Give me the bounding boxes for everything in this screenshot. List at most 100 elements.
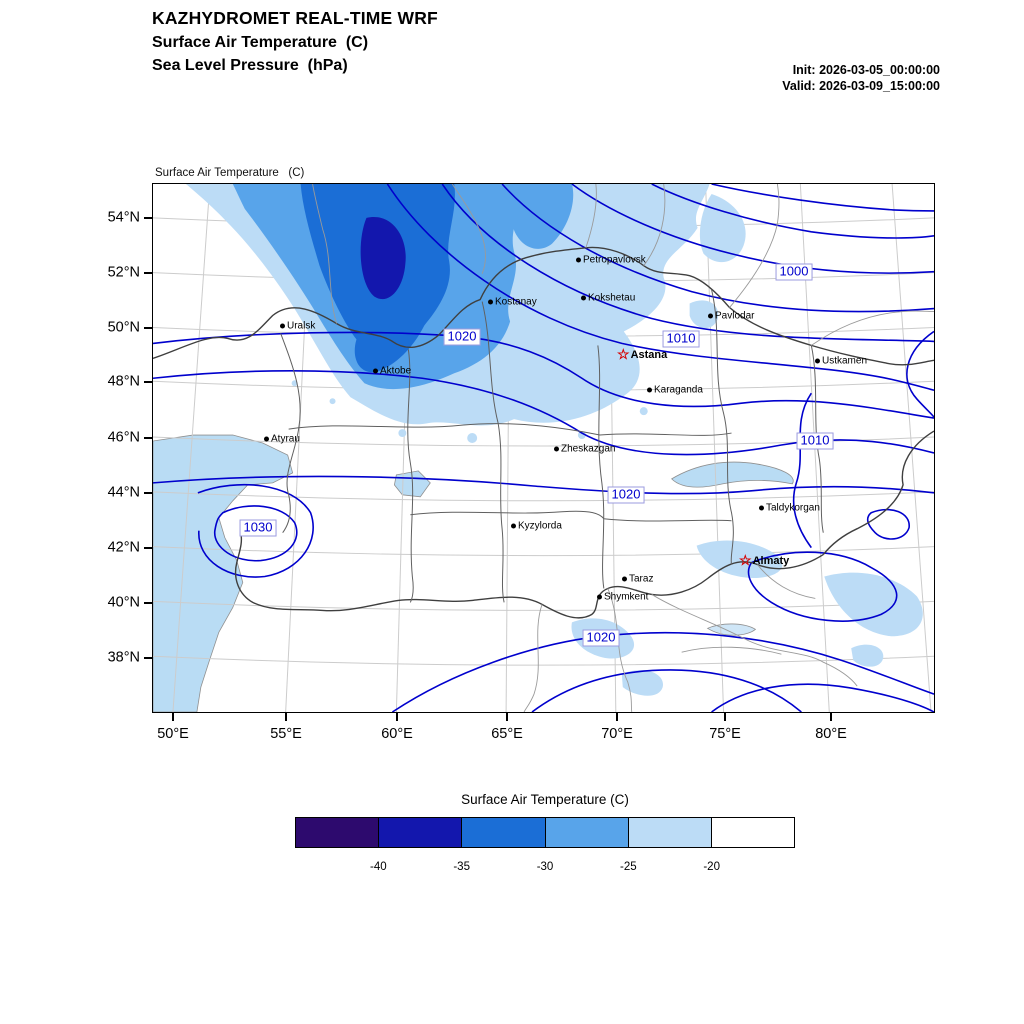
city-dot-icon: [647, 387, 652, 393]
city-label: Karaganda: [654, 384, 703, 396]
pressure-contour-label: 1010: [662, 330, 700, 348]
lat-tick-label: 46°N: [107, 429, 140, 446]
map-canvas: [153, 184, 934, 712]
lat-tick-mark: [144, 327, 152, 329]
lat-tick-label: 48°N: [107, 373, 140, 390]
city-label: Astana: [630, 349, 668, 361]
run-info: Init: 2026-03-05_00:00:00 Valid: 2026-03…: [782, 62, 940, 94]
lon-tick-mark: [506, 713, 508, 721]
city-dot-icon: [576, 257, 581, 263]
city-dot-icon: [759, 505, 764, 511]
lon-tick-mark: [396, 713, 398, 721]
lat-tick-mark: [144, 547, 152, 549]
colorbar-tick-label: -40: [370, 861, 387, 873]
city-marker-taldykorgan: Taldykorgan: [759, 503, 820, 514]
city-marker-taraz: Taraz: [622, 574, 653, 585]
lat-tick-label: 40°N: [107, 594, 140, 611]
city-marker-atyrau: Atyrau: [264, 434, 300, 445]
pressure-contour-label: 1000: [775, 263, 813, 281]
lat-tick-mark: [144, 381, 152, 383]
lon-tick-mark: [172, 713, 174, 721]
colorbar-segment-5: [628, 818, 712, 847]
lon-tick-mark: [724, 713, 726, 721]
city-label: Ustkamen: [822, 355, 868, 367]
city-dot-icon: [554, 446, 559, 452]
map-field-label-temperature: Surface Air Temperature (C): [155, 167, 305, 179]
lat-tick-label: 54°N: [107, 209, 140, 226]
colorbar-segment-6: [711, 818, 795, 847]
lon-tick-mark: [285, 713, 287, 721]
lon-tick-mark: [616, 713, 618, 721]
colorbar-tick-label: -20: [703, 861, 720, 873]
lat-tick-mark: [144, 602, 152, 604]
lon-tick-label: 70°E: [601, 726, 633, 742]
lat-tick-label: 44°N: [107, 484, 140, 501]
legend-title: Surface Air Temperature (C): [461, 792, 629, 807]
city-label: Kyzylorda: [518, 520, 562, 532]
subtitle-temperature: Surface Air Temperature (C): [152, 34, 369, 51]
page-title: KAZHYDROMET REAL-TIME WRF: [152, 8, 438, 28]
city-label: Shymkent: [604, 591, 649, 603]
colorbar-tick-label: -35: [453, 861, 470, 873]
city-marker-astana: ☆ Astana: [617, 346, 668, 362]
city-dot-icon: [622, 576, 627, 582]
city-label: Kokshetau: [588, 292, 636, 304]
city-label: Almaty: [752, 555, 790, 567]
lon-tick-mark: [830, 713, 832, 721]
city-label: Taraz: [629, 573, 654, 585]
colorbar-segment-1: [296, 818, 380, 847]
legend: Surface Air Temperature (C) -40 -35 -30 -25…: [295, 792, 795, 878]
city-dot-icon: [581, 295, 586, 301]
pressure-contour-label: 1010: [796, 432, 834, 450]
lon-tick-label: 65°E: [491, 726, 523, 742]
city-dot-icon: [280, 323, 285, 329]
lat-tick-mark: [144, 217, 152, 219]
valid-time: Valid: 2026-03-09_15:00:00: [782, 79, 940, 93]
city-label: Aktobe: [380, 365, 412, 377]
map-frame: 54°N 52°N 50°N 48°N 46°N 44°N 42°N 40°N 38°N 50°E…: [108, 183, 935, 742]
lake-balkhash: [671, 461, 794, 488]
city-marker-petropavlovsk: Petropavlovsk: [576, 255, 646, 266]
capital-star-icon: ☆: [739, 552, 752, 568]
header: KAZHYDROMET REAL-TIME WRF Surface Air Te…: [152, 8, 438, 75]
city-dot-icon: [597, 594, 602, 600]
lon-tick-label: 75°E: [709, 726, 741, 742]
lat-tick-label: 38°N: [107, 649, 140, 666]
kazakhstan-border: [153, 246, 934, 619]
city-label: Uralsk: [287, 320, 316, 332]
colorbar-segment-3: [462, 818, 546, 847]
lat-tick-mark: [144, 437, 152, 439]
city-marker-almaty: ☆ Almaty: [739, 552, 790, 568]
init-time: Init: 2026-03-05_00:00:00: [792, 63, 940, 77]
lat-tick-mark: [144, 657, 152, 659]
pressure-contours-layer: [153, 184, 934, 712]
lon-tick-label: 80°E: [815, 726, 847, 742]
city-dot-icon: [264, 436, 269, 442]
lat-tick-mark: [144, 272, 152, 274]
city-label: Kostanay: [495, 296, 537, 308]
city-marker-pavlodar: Pavlodar: [708, 311, 754, 322]
colorbar-segment-4: [545, 818, 629, 847]
city-label: Pavlodar: [715, 310, 755, 322]
colorbar-ticks: -40 -35 -30 -25 -20: [295, 848, 795, 878]
borders-layer: [153, 184, 934, 712]
lon-tick-label: 55°E: [270, 726, 302, 742]
neighbor-borders: [312, 184, 934, 712]
pressure-contour-label: 1020: [607, 486, 645, 504]
capital-star-icon: ☆: [617, 346, 630, 362]
city-marker-karaganda: Karaganda: [647, 385, 703, 396]
subtitle-pressure: Sea Level Pressure (hPa): [152, 57, 348, 74]
city-marker-zheskazgan: Zheskazgan: [554, 444, 615, 455]
city-dot-icon: [373, 368, 378, 374]
city-marker-ustkamen: Ustkamen: [815, 356, 867, 367]
pressure-contour-label: 1020: [582, 629, 620, 647]
map-overlay: 54°N 52°N 50°N 48°N 46°N 44°N 42°N 40°N 38°N 50°E…: [108, 184, 934, 742]
city-label: Taldykorgan: [766, 502, 820, 514]
city-dot-icon: [511, 523, 516, 529]
colorbar: [295, 817, 795, 848]
city-label: Zheskazgan: [561, 443, 616, 455]
pressure-contour-label: 1030: [239, 519, 277, 537]
city-label: Atyrau: [271, 433, 300, 445]
oblast-borders: [280, 289, 824, 603]
